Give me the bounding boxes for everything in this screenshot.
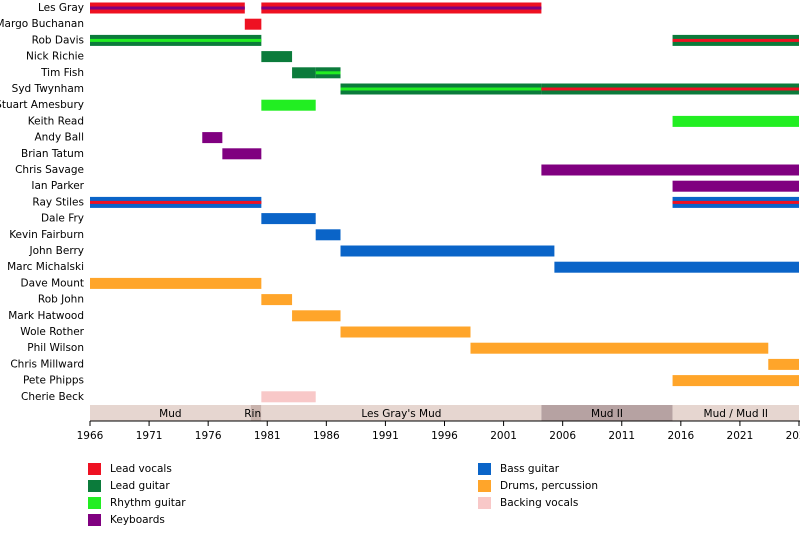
legend-swatch: [88, 463, 101, 475]
member-name: Stuart Amesbury: [0, 99, 84, 111]
member-name: Dale Fry: [41, 213, 84, 225]
x-tick-label: 2006: [549, 430, 576, 442]
member-bar: [541, 164, 799, 176]
member-name: John Berry: [29, 245, 85, 257]
era-label: Mud: [159, 408, 181, 420]
member-name: Margo Buchanan: [0, 18, 84, 30]
member-bar: [261, 294, 293, 306]
member-name: Tim Fish: [40, 67, 84, 79]
legend-label: Lead guitar: [110, 480, 170, 492]
era-label: Mud II: [591, 408, 623, 420]
era-label: Mud / Mud II: [704, 408, 769, 420]
x-tick-label: 2016: [667, 430, 694, 442]
member-bar: [90, 277, 262, 289]
member-name: Kevin Fairburn: [9, 229, 84, 241]
member-bar-stripe: [672, 38, 799, 42]
member-name: Nick Richie: [26, 51, 84, 63]
x-tick-label: 1966: [77, 430, 104, 442]
member-bar: [340, 245, 555, 257]
member-name: Phil Wilson: [27, 342, 84, 354]
member-bar: [292, 67, 316, 79]
era-bar: [672, 405, 799, 421]
x-tick-label: 2026: [786, 430, 800, 442]
member-bar: [244, 18, 262, 30]
member-bar: [470, 342, 769, 354]
member-bar-stripe: [541, 87, 799, 91]
member-name: Ray Stiles: [32, 196, 84, 208]
member-name: Syd Twynham: [12, 83, 84, 95]
member-name: Rob John: [38, 294, 84, 306]
member-name: Rob Davis: [32, 34, 84, 46]
member-bar-stripe: [90, 6, 245, 10]
x-tick-label: 1976: [195, 430, 222, 442]
legend-label: Rhythm guitar: [110, 497, 186, 509]
member-name: Wole Rother: [20, 326, 84, 338]
member-bar: [202, 132, 223, 144]
member-name: Chris Savage: [15, 164, 84, 176]
x-tick-label: 2011: [608, 430, 635, 442]
legend-swatch: [88, 497, 101, 509]
x-tick-label: 1981: [254, 430, 281, 442]
legend-label: Lead vocals: [110, 463, 172, 475]
member-bar-stripe: [672, 200, 799, 204]
legend-label: Drums, percussion: [500, 480, 598, 492]
member-name: Ian Parker: [31, 180, 84, 192]
x-tick-label: 1991: [372, 430, 399, 442]
era-bar: [90, 405, 251, 421]
x-tick-label: 2021: [727, 430, 754, 442]
member-name: Pete Phipps: [23, 375, 84, 387]
member-bar: [554, 261, 799, 273]
member-bar: [292, 310, 341, 322]
member-name: Keith Read: [28, 115, 84, 127]
legend-swatch: [478, 497, 491, 509]
member-bar: [672, 180, 799, 192]
member-name: Dave Mount: [21, 277, 84, 289]
member-bar: [768, 358, 799, 370]
x-tick-label: 1996: [431, 430, 458, 442]
member-bar: [261, 391, 316, 403]
member-bar: [315, 229, 341, 241]
x-tick-label: 1971: [136, 430, 163, 442]
member-bar: [222, 148, 262, 160]
era-bar: [541, 405, 673, 421]
legend-label: Keyboards: [110, 514, 165, 526]
member-bar-stripe: [261, 6, 542, 10]
era-label: Les Gray's Mud: [361, 408, 441, 420]
member-bar: [261, 99, 316, 111]
member-name: Mark Hatwood: [8, 310, 84, 322]
member-name: Chris Millward: [10, 358, 84, 370]
legend-label: Bass guitar: [500, 463, 560, 475]
legend-label: Backing vocals: [500, 497, 578, 509]
member-name: Andy Ball: [34, 132, 84, 144]
member-bar: [340, 326, 471, 338]
member-name: Marc Michalski: [7, 261, 84, 273]
legend-swatch: [478, 463, 491, 475]
legend-swatch: [88, 514, 101, 526]
legend-swatch: [88, 480, 101, 492]
legend-swatch: [478, 480, 491, 492]
member-bar: [672, 115, 799, 127]
member-bar-stripe: [315, 71, 341, 75]
member-bar-stripe: [90, 38, 262, 42]
member-bar-stripe: [90, 200, 262, 204]
member-name: Les Gray: [38, 2, 84, 14]
member-bar: [672, 375, 799, 387]
member-name: Brian Tatum: [21, 148, 84, 160]
era-bar: [250, 405, 262, 421]
x-tick-label: 1986: [313, 430, 340, 442]
member-bar-stripe: [340, 87, 542, 91]
member-name: Cherie Beck: [21, 391, 85, 403]
x-tick-label: 2001: [490, 430, 517, 442]
member-bar: [261, 51, 293, 63]
member-bar: [261, 213, 316, 225]
era-bar: [261, 405, 542, 421]
